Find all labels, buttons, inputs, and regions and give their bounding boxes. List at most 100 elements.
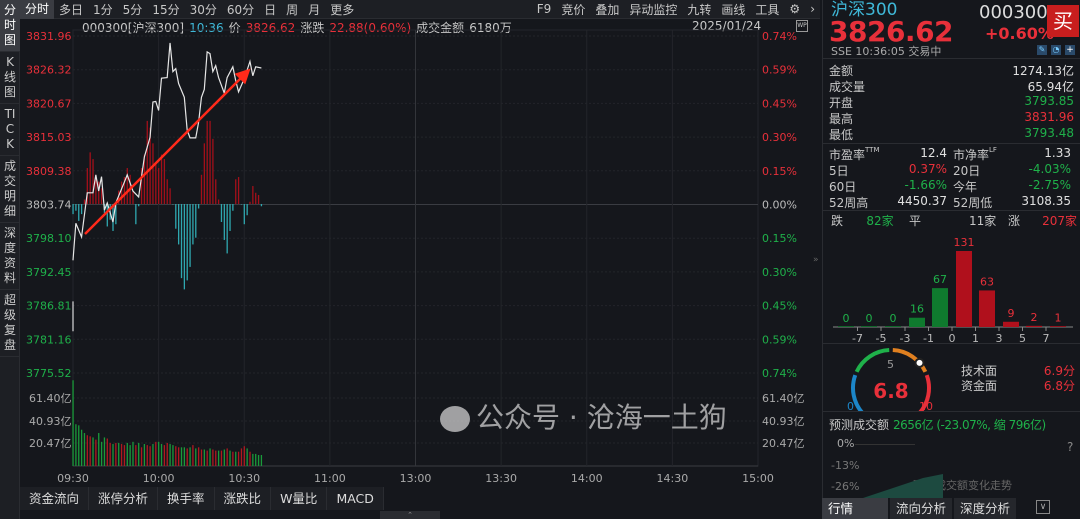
tab-period[interactable]: 分时	[20, 0, 55, 19]
time-tick: 15:00	[742, 472, 774, 485]
distribution-bar	[885, 326, 901, 327]
distribution-tick: 1	[972, 332, 979, 343]
time-tick: 11:00	[314, 472, 346, 485]
tab-period[interactable]: 1分	[93, 2, 113, 17]
indicator-tab[interactable]: MACD	[327, 487, 384, 510]
right-panel-tabs: 行情 流向分析 深度分析	[822, 498, 1080, 519]
volume-tick: 61.40亿	[762, 392, 805, 405]
distribution-tick: 7	[1043, 332, 1050, 343]
volume-bar	[189, 447, 191, 466]
side-tab-strip: 分时图 K线图 TICK 成交明细深度资料超级复盘	[0, 0, 20, 519]
chevron-right-icon[interactable]: ›	[810, 2, 815, 16]
indicator-tab[interactable]: W量比	[271, 487, 328, 510]
side-tab-label: TICK	[4, 107, 16, 151]
side-tab[interactable]: K线图	[0, 52, 20, 104]
buy-button[interactable]: 买	[1047, 5, 1079, 37]
score-gauge: 6.8 0 5 10	[847, 348, 933, 412]
toolbar-button[interactable]: 工具	[755, 2, 780, 17]
help-icon[interactable]: ?	[1067, 440, 1074, 454]
time-tick: 10:30	[228, 472, 260, 485]
side-tab[interactable]: TICK	[0, 104, 20, 156]
indicator-tab[interactable]: 涨跌比	[214, 487, 272, 510]
toolbar-button[interactable]: 叠加	[595, 2, 620, 17]
tab-period[interactable]: 30分	[189, 2, 217, 17]
breadth-bar	[260, 204, 263, 207]
toolbar-button[interactable]: 九转	[687, 2, 712, 17]
tab-period[interactable]: 日	[264, 2, 277, 17]
breadth-bar	[86, 168, 88, 204]
gear-icon[interactable]: ⚙	[789, 2, 801, 16]
volume-tick: 40.93亿	[762, 415, 805, 428]
indicator-tab[interactable]: 涨停分析	[89, 487, 159, 510]
score-value: 6.8	[873, 379, 908, 403]
volume-bar	[126, 442, 128, 466]
edit-icon[interactable]: ✎	[1037, 45, 1047, 55]
expand-panel-handle[interactable]: ⌃	[380, 511, 440, 519]
breadth-bar	[135, 204, 137, 225]
side-tab[interactable]: 深度资料	[0, 223, 20, 290]
tab-period[interactable]: 周	[286, 2, 299, 17]
stat-label: 市盈率TTM	[829, 146, 879, 162]
gauge-max: 10	[919, 400, 933, 412]
toolbar-button[interactable]: 画线	[721, 2, 746, 17]
breadth-bar	[209, 120, 211, 204]
indicator-tab[interactable]: 资金流向	[20, 487, 90, 510]
fund-label: 资金面	[961, 379, 998, 393]
stat-value: 4450.37	[897, 194, 947, 208]
tab-period[interactable]: 更多	[330, 2, 355, 17]
breadth-bar	[100, 188, 103, 204]
indicator-tab[interactable]: 换手率	[158, 487, 215, 510]
down-count: 82家	[866, 214, 894, 228]
stat-row: 成交量 65.94亿	[829, 78, 1074, 94]
side-tab[interactable]: 分时图	[0, 0, 20, 52]
breadth-bar	[158, 168, 160, 204]
volume-bar	[212, 449, 214, 466]
forecast-label: 预测成交额	[829, 418, 890, 432]
distribution-bar	[909, 317, 925, 327]
toolbar-button[interactable]: 异动监控	[629, 2, 678, 17]
collapse-panel-icon[interactable]: »	[813, 255, 819, 265]
panel-tab[interactable]: 流向分析	[890, 498, 953, 519]
tab-period[interactable]: 60分	[226, 2, 255, 17]
breadth-bar	[172, 204, 174, 205]
breadth-bar	[195, 204, 197, 238]
volume-bar	[232, 451, 234, 466]
breadth-bar	[75, 204, 77, 211]
volume-bar	[240, 448, 243, 466]
distribution-count: 2	[1031, 311, 1038, 324]
intraday-chart[interactable]: 3831.96 0.74% 3826.32 0.59% 3820.67 0.45% 3815…	[0, 0, 820, 488]
add-watchlist-icon[interactable]: +	[1065, 45, 1075, 55]
toolbar-button[interactable]: 竞价	[561, 2, 586, 17]
panel-tab[interactable]: 深度分析	[954, 498, 1017, 519]
price-tick: 3803.74	[26, 199, 72, 212]
chevron-down-icon[interactable]: ∨	[1036, 500, 1050, 514]
stat-pair: 5日 0.37%	[829, 162, 947, 178]
tab-period[interactable]: 15分	[152, 2, 180, 17]
up-count: 207家	[1042, 214, 1077, 228]
volume-bar	[206, 450, 208, 466]
tech-score: 6.9分	[1043, 364, 1075, 378]
alert-bell-icon[interactable]: ◔	[1051, 45, 1061, 55]
amount-label: 成交金额	[416, 21, 465, 35]
gauge-segment	[851, 374, 865, 412]
tab-period[interactable]: 多日	[59, 2, 84, 17]
change-label: 涨跌	[300, 21, 325, 35]
tab-period[interactable]: 5分	[122, 2, 143, 17]
pct-tick: 0.74%	[762, 367, 797, 380]
distribution-count: 131	[954, 236, 975, 249]
price-tick: 3798.10	[26, 232, 72, 245]
tab-period[interactable]: 月	[308, 2, 321, 17]
side-tab[interactable]: 超级复盘	[0, 290, 20, 357]
volume-bar	[183, 447, 186, 466]
pct-tick: 0.30%	[762, 266, 797, 279]
panel-tab[interactable]: 行情	[822, 498, 888, 519]
side-tab[interactable]: 成交明细	[0, 156, 20, 223]
breadth-bar	[220, 204, 223, 222]
breadth-bar	[106, 204, 108, 227]
stat-value: 3793.85	[1024, 94, 1074, 108]
toolbar-button[interactable]: F9	[536, 2, 552, 16]
wp-icon[interactable]: WP	[796, 20, 808, 32]
side-tab-label: 深度资料	[3, 226, 16, 285]
volume-bar	[237, 451, 240, 466]
forecast-area-chart	[863, 474, 943, 498]
